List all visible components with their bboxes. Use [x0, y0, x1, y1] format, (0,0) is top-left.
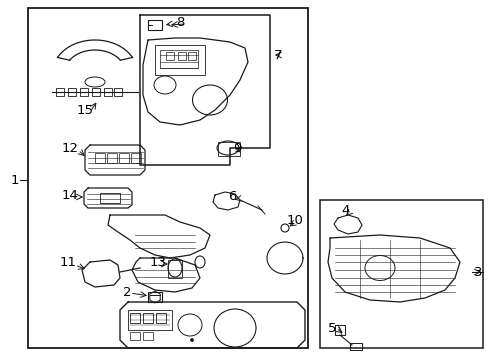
Bar: [131, 153, 141, 163]
Bar: [107, 153, 117, 163]
Text: 10: 10: [286, 213, 303, 226]
Bar: [130, 332, 140, 340]
Bar: [156, 313, 165, 323]
Bar: [160, 50, 198, 68]
Bar: [104, 88, 112, 96]
Bar: [119, 153, 129, 163]
Bar: [95, 153, 105, 163]
Bar: [187, 52, 196, 60]
Bar: [92, 88, 100, 96]
Bar: [155, 45, 204, 75]
Bar: [128, 310, 172, 330]
Bar: [80, 88, 88, 96]
Text: 15: 15: [76, 104, 93, 117]
Text: 2: 2: [122, 287, 131, 300]
Bar: [148, 20, 162, 30]
Text: 5: 5: [327, 321, 336, 334]
Text: 12: 12: [61, 141, 79, 154]
Bar: [56, 88, 64, 96]
Text: 11: 11: [60, 256, 76, 269]
Bar: [142, 332, 153, 340]
Bar: [349, 343, 361, 350]
Text: 6: 6: [227, 189, 236, 202]
Bar: [114, 88, 122, 96]
Text: 1: 1: [11, 174, 19, 186]
Text: 9: 9: [232, 141, 241, 154]
Text: 14: 14: [61, 189, 78, 202]
Text: 4: 4: [341, 203, 349, 216]
Bar: [168, 260, 182, 278]
Text: 8: 8: [176, 15, 184, 28]
Text: 3: 3: [473, 266, 481, 279]
Bar: [334, 325, 345, 335]
Text: 7: 7: [273, 49, 282, 62]
Bar: [148, 292, 162, 302]
Bar: [130, 313, 140, 323]
Text: 13: 13: [149, 256, 166, 269]
Bar: [319, 200, 482, 348]
Bar: [178, 52, 185, 60]
Bar: [68, 88, 76, 96]
Bar: [142, 313, 153, 323]
Ellipse shape: [190, 338, 193, 342]
Bar: [28, 8, 307, 348]
Bar: [100, 193, 120, 203]
Bar: [165, 52, 174, 60]
Bar: [218, 142, 240, 156]
